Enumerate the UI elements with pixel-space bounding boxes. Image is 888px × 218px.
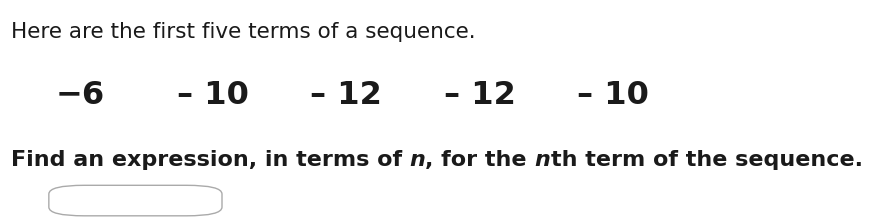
Text: n: n <box>535 150 551 170</box>
Text: – 10: – 10 <box>178 80 249 111</box>
Text: n: n <box>409 150 425 170</box>
Text: Find an expression, in terms of: Find an expression, in terms of <box>11 150 409 170</box>
Text: th term of the sequence.: th term of the sequence. <box>551 150 862 170</box>
Text: −6: −6 <box>55 80 105 111</box>
Text: – 10: – 10 <box>577 80 648 111</box>
Text: Here are the first five terms of a sequence.: Here are the first five terms of a seque… <box>11 22 475 42</box>
Text: – 12: – 12 <box>444 80 515 111</box>
Text: , for the: , for the <box>425 150 535 170</box>
Text: – 12: – 12 <box>311 80 382 111</box>
